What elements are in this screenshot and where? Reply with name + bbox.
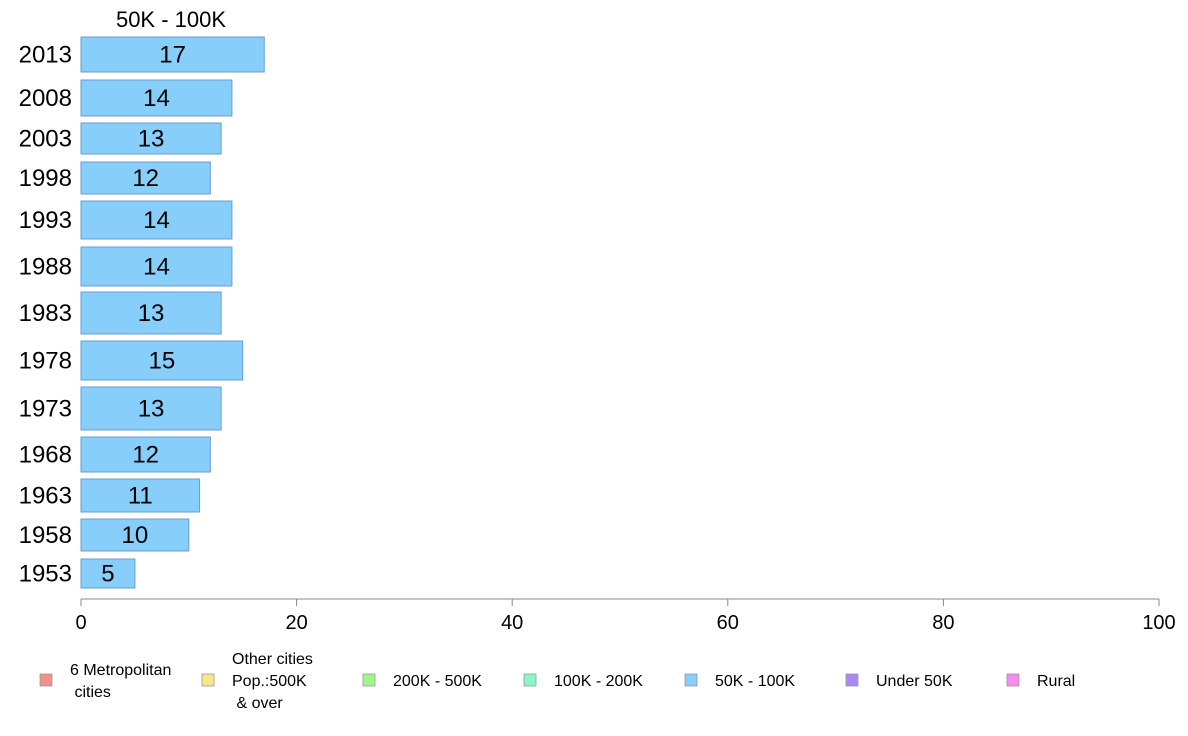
legend-swatch	[845, 673, 859, 687]
bar-value-label: 10	[122, 522, 149, 549]
bar	[80, 558, 136, 589]
bar	[80, 478, 201, 513]
legend-swatch	[362, 673, 376, 687]
bar-value-label: 17	[159, 42, 186, 69]
bar-value-label: 13	[138, 300, 165, 327]
legend-swatch	[1006, 673, 1020, 687]
legend-item: 50K - 100K	[684, 673, 795, 690]
x-tick-label: 0	[75, 612, 86, 634]
x-tick-label: 80	[932, 612, 954, 634]
category-label: 1988	[19, 254, 72, 281]
legend-label: 6 Metropolitan cities	[70, 662, 171, 701]
category-label: 1978	[19, 348, 72, 375]
category-label: 1958	[19, 522, 72, 549]
bar	[80, 291, 222, 335]
legend-item: 200K - 500K	[362, 673, 482, 690]
category-label: 2003	[19, 126, 72, 153]
x-tick-label: 60	[717, 612, 739, 634]
category-label: 1973	[19, 396, 72, 423]
bar-value-label: 11	[128, 483, 153, 510]
legend-swatch	[684, 673, 698, 687]
bar	[80, 246, 233, 287]
chart-title: 50K - 100K	[116, 7, 226, 32]
legend-swatch	[201, 673, 215, 687]
bar	[80, 36, 265, 73]
legend-label: Under 50K	[876, 673, 953, 690]
category-label: 1953	[19, 561, 72, 588]
bar	[80, 200, 233, 240]
legend-label: 50K - 100K	[715, 673, 795, 690]
legend-swatch	[39, 673, 53, 687]
bar	[80, 122, 222, 155]
legend-item: Other cities Pop.:500K & over	[201, 651, 313, 712]
legend-label: 100K - 200K	[554, 673, 643, 690]
category-label: 1963	[19, 483, 72, 510]
legend-item: 6 Metropolitan cities	[39, 662, 171, 701]
legend-item: 100K - 200K	[523, 673, 643, 690]
bar	[80, 79, 233, 117]
bar-value-label: 12	[132, 165, 159, 192]
legend-swatch	[523, 673, 537, 687]
bars-layer: 2013 17 2008 14 2003 13 1998 12 1993 14 1988 14 1983…	[19, 36, 265, 589]
bar-value-label: 14	[143, 85, 170, 112]
x-tick-label: 40	[501, 612, 523, 634]
category-label: 2008	[19, 85, 72, 112]
x-axis: 0 20 40 60 80 100	[75, 598, 1176, 634]
bar-value-label: 13	[138, 126, 165, 153]
category-label: 1998	[19, 165, 72, 192]
legend-item: Under 50K	[845, 673, 953, 690]
bar	[80, 340, 244, 381]
bar-value-label: 14	[143, 254, 170, 281]
legend-label: Rural	[1037, 673, 1075, 690]
bar	[80, 386, 222, 431]
bar-value-label: 13	[138, 396, 165, 423]
legend-item: Rural	[1006, 673, 1075, 690]
bar	[80, 161, 211, 195]
x-tick-label: 20	[285, 612, 307, 634]
legend: 6 Metropolitan cities Other cities Pop.:50…	[39, 651, 1075, 712]
bar-value-label: 5	[101, 561, 114, 588]
bar	[80, 436, 211, 473]
category-label: 2013	[19, 42, 72, 69]
legend-label: 200K - 500K	[393, 673, 482, 690]
bar-value-label: 15	[148, 348, 175, 375]
category-label: 1993	[19, 207, 72, 234]
bar-value-label: 14	[143, 207, 170, 234]
category-label: 1983	[19, 300, 72, 327]
category-label: 1968	[19, 442, 72, 469]
bar	[80, 518, 190, 552]
x-tick-label: 100	[1142, 612, 1175, 634]
bar-value-label: 12	[132, 442, 159, 469]
legend-label: Other cities Pop.:500K & over	[232, 651, 313, 712]
